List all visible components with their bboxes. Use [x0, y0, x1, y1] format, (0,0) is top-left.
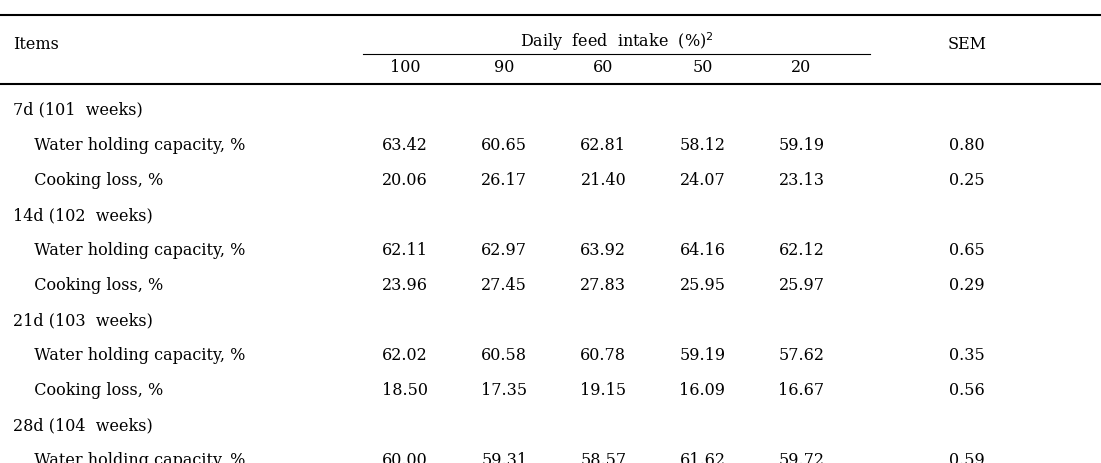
Text: 100: 100 — [390, 59, 421, 75]
Text: 62.11: 62.11 — [382, 241, 428, 258]
Text: 21.40: 21.40 — [580, 171, 626, 188]
Text: 0.59: 0.59 — [949, 451, 984, 463]
Text: 62.97: 62.97 — [481, 241, 527, 258]
Text: 60.00: 60.00 — [382, 451, 428, 463]
Text: 60: 60 — [593, 59, 613, 75]
Text: Items: Items — [13, 36, 59, 52]
Text: 60.65: 60.65 — [481, 137, 527, 154]
Text: Cooking loss, %: Cooking loss, % — [24, 171, 163, 188]
Text: 63.92: 63.92 — [580, 241, 626, 258]
Text: 0.65: 0.65 — [949, 241, 984, 258]
Text: Water holding capacity, %: Water holding capacity, % — [24, 137, 246, 154]
Text: 58.12: 58.12 — [679, 137, 726, 154]
Text: 59.19: 59.19 — [679, 346, 726, 363]
Text: 21d (103  weeks): 21d (103 weeks) — [13, 311, 153, 328]
Text: 26.17: 26.17 — [481, 171, 527, 188]
Text: SEM: SEM — [947, 36, 986, 52]
Text: Daily  feed  intake  (%)$^2$: Daily feed intake (%)$^2$ — [520, 31, 713, 53]
Text: 20.06: 20.06 — [382, 171, 428, 188]
Text: 59.72: 59.72 — [778, 451, 825, 463]
Text: 25.95: 25.95 — [679, 276, 726, 294]
Text: 60.78: 60.78 — [580, 346, 626, 363]
Text: Water holding capacity, %: Water holding capacity, % — [24, 451, 246, 463]
Text: 23.96: 23.96 — [382, 276, 428, 294]
Text: Water holding capacity, %: Water holding capacity, % — [24, 241, 246, 258]
Text: 62.02: 62.02 — [382, 346, 428, 363]
Text: 0.80: 0.80 — [949, 137, 984, 154]
Text: 60.58: 60.58 — [481, 346, 527, 363]
Text: Water holding capacity, %: Water holding capacity, % — [24, 346, 246, 363]
Text: 0.35: 0.35 — [949, 346, 984, 363]
Text: 27.45: 27.45 — [481, 276, 527, 294]
Text: 28d (104  weeks): 28d (104 weeks) — [13, 416, 153, 433]
Text: Cooking loss, %: Cooking loss, % — [24, 381, 163, 398]
Text: Cooking loss, %: Cooking loss, % — [24, 276, 163, 294]
Text: 20: 20 — [792, 59, 811, 75]
Text: 7d (101  weeks): 7d (101 weeks) — [13, 101, 143, 119]
Text: 24.07: 24.07 — [679, 171, 726, 188]
Text: 90: 90 — [494, 59, 514, 75]
Text: 61.62: 61.62 — [679, 451, 726, 463]
Text: 25.97: 25.97 — [778, 276, 825, 294]
Text: 64.16: 64.16 — [679, 241, 726, 258]
Text: 63.42: 63.42 — [382, 137, 428, 154]
Text: 27.83: 27.83 — [580, 276, 626, 294]
Text: 16.09: 16.09 — [679, 381, 726, 398]
Text: 17.35: 17.35 — [481, 381, 527, 398]
Text: 59.31: 59.31 — [481, 451, 527, 463]
Text: 18.50: 18.50 — [382, 381, 428, 398]
Text: 16.67: 16.67 — [778, 381, 825, 398]
Text: 19.15: 19.15 — [580, 381, 626, 398]
Text: 14d (102  weeks): 14d (102 weeks) — [13, 206, 153, 224]
Text: 23.13: 23.13 — [778, 171, 825, 188]
Text: 50: 50 — [693, 59, 712, 75]
Text: 59.19: 59.19 — [778, 137, 825, 154]
Text: 62.81: 62.81 — [580, 137, 626, 154]
Text: 62.12: 62.12 — [778, 241, 825, 258]
Text: 0.25: 0.25 — [949, 171, 984, 188]
Text: 58.57: 58.57 — [580, 451, 626, 463]
Text: 0.29: 0.29 — [949, 276, 984, 294]
Text: 0.56: 0.56 — [949, 381, 984, 398]
Text: 57.62: 57.62 — [778, 346, 825, 363]
